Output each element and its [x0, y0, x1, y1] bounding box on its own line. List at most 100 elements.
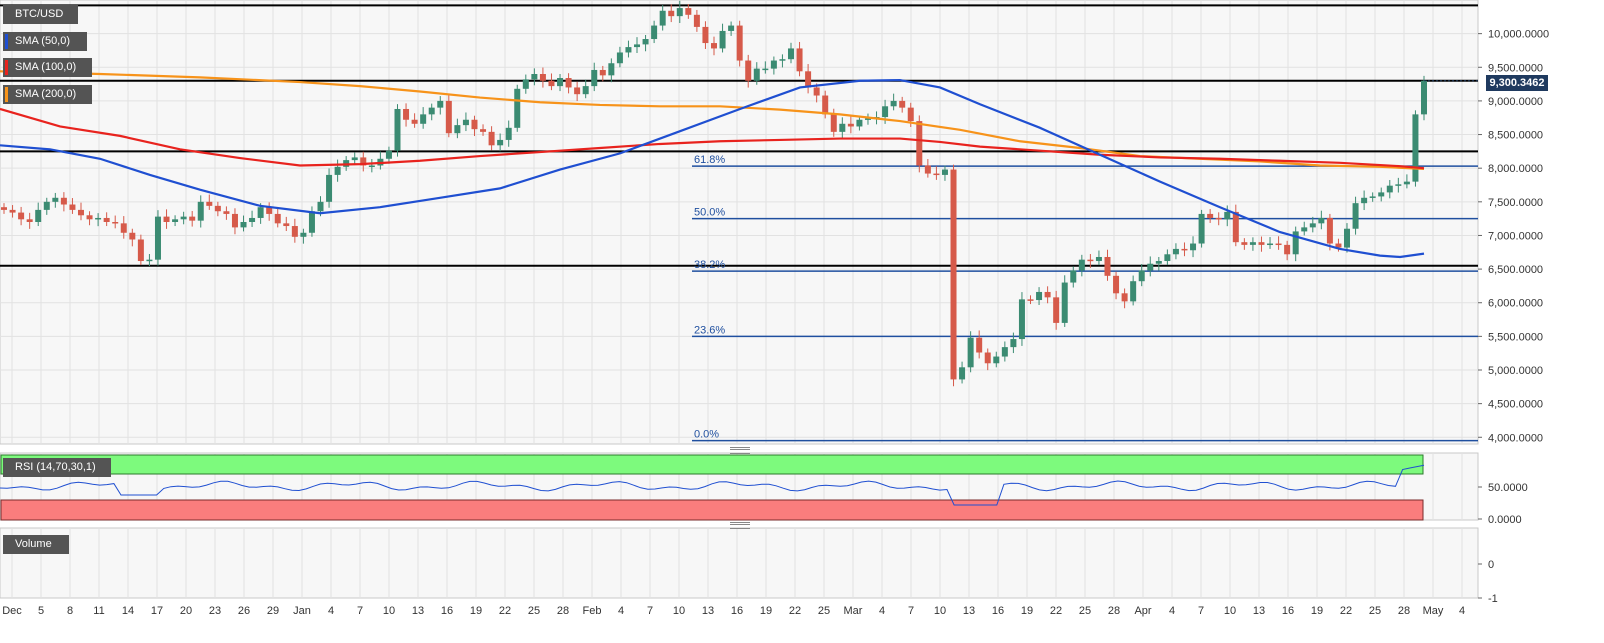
candle-body [1138, 270, 1145, 282]
candle-body [916, 121, 923, 166]
price-tick-label: 8,500.0000 [1488, 130, 1543, 142]
candle-body [1070, 270, 1077, 283]
legend-sma100-label: SMA (100,0) [15, 61, 77, 73]
date-tick-label: 4 [1169, 605, 1175, 617]
candle-body [702, 26, 709, 44]
candle-body [471, 119, 478, 130]
candle-body [223, 211, 230, 214]
candle-body [1378, 192, 1385, 197]
candle-body [813, 87, 820, 96]
candle-body [1258, 242, 1265, 245]
candle-body [847, 123, 854, 127]
candle-body [351, 157, 358, 161]
candle-body [394, 108, 401, 151]
candle-body [924, 165, 931, 174]
candle-body [539, 74, 546, 81]
date-tick-label: 10 [383, 605, 395, 617]
candle-body [1190, 243, 1197, 251]
date-tick-label: 13 [1253, 605, 1265, 617]
price-tick-label: 9,000.0000 [1488, 96, 1543, 108]
legend-rsi: RSI (14,70,30,1) [3, 458, 111, 477]
candle-body [745, 60, 752, 81]
candle-body [967, 337, 974, 368]
candle-body [950, 169, 957, 380]
candle-body [719, 30, 726, 49]
legend-sma50: SMA (50,0) [3, 32, 87, 51]
candle-body [437, 100, 444, 108]
fib-label: 38.2% [694, 259, 725, 271]
candles-group [1, 0, 1427, 387]
date-tick-label: 4 [1459, 605, 1465, 617]
candle-body [574, 87, 581, 95]
candle-body [411, 119, 418, 124]
candle-body [676, 8, 683, 17]
candle-body [856, 119, 863, 127]
candle-body [557, 78, 564, 87]
date-tick-label: 22 [1340, 605, 1352, 617]
candle-body [1207, 213, 1214, 218]
pane-resize-handle-volume[interactable] [730, 522, 750, 529]
candle-body [18, 212, 25, 220]
pane-resize-handle-rsi[interactable] [730, 447, 750, 454]
price-tick-label: 6,000.0000 [1488, 298, 1543, 310]
candle-body [360, 157, 367, 166]
candle-body [420, 114, 427, 124]
rsi-tick-label: 50.0000 [1488, 482, 1528, 494]
candle-body [685, 8, 692, 15]
price-tick-label: 6,500.0000 [1488, 264, 1543, 276]
candle-body [548, 80, 555, 87]
candle-body [642, 39, 649, 45]
rsi-oversold-band [0, 499, 1424, 521]
price-tick-label: 8,000.0000 [1488, 163, 1543, 175]
candle-body [505, 127, 512, 140]
candle-body [882, 106, 889, 118]
candle-body [403, 108, 410, 120]
date-tick-label: 25 [1369, 605, 1381, 617]
candle-body [1078, 259, 1085, 271]
date-tick-label: 10 [673, 605, 685, 617]
rsi-overbought-band [0, 454, 1424, 475]
sma100-line [0, 107, 1425, 170]
candle-body [787, 48, 794, 60]
date-tick-label: 8 [67, 605, 73, 617]
candle-body [625, 47, 632, 53]
candle-body [839, 123, 846, 132]
last-price-value: 9,300.3462 [1489, 77, 1545, 89]
candle-body [805, 71, 812, 88]
candle-body [1292, 231, 1299, 255]
candle-body [112, 222, 119, 224]
rsi-tick-label: 0.0000 [1488, 514, 1522, 526]
candle-body [582, 86, 589, 95]
candle-body [146, 259, 153, 262]
sma50-swatch [5, 34, 8, 49]
price-tick-label: 5,500.0000 [1488, 331, 1543, 343]
candle-body [214, 205, 221, 212]
date-tick-label: 4 [328, 605, 334, 617]
price-tick-label: 9,500.0000 [1488, 62, 1543, 74]
candle-body [890, 100, 897, 107]
candle-body [1172, 248, 1179, 255]
candle-body [480, 129, 487, 132]
date-tick-label: 22 [1050, 605, 1062, 617]
date-tick-label: 7 [1198, 605, 1204, 617]
price-tick-label: 7,500.0000 [1488, 197, 1543, 209]
candle-body [693, 14, 700, 27]
candle-body [240, 222, 247, 228]
candle-body [86, 215, 93, 220]
candle-body [608, 63, 615, 76]
sma200-swatch [5, 87, 8, 102]
date-tick-label: Dec [2, 605, 22, 617]
candle-body [283, 223, 290, 227]
date-tick-label: 5 [38, 605, 44, 617]
volume-tick-label: 0 [1488, 559, 1494, 571]
candle-body [1369, 196, 1376, 198]
date-tick-label: 16 [992, 605, 1004, 617]
candle-body [154, 216, 161, 260]
candle-body [95, 217, 102, 220]
price-tick-label: 4,500.0000 [1488, 399, 1543, 411]
candle-body [651, 25, 658, 40]
candle-body [189, 216, 196, 221]
legend-sma200-label: SMA (200,0) [15, 88, 77, 100]
candle-body [1386, 185, 1393, 193]
